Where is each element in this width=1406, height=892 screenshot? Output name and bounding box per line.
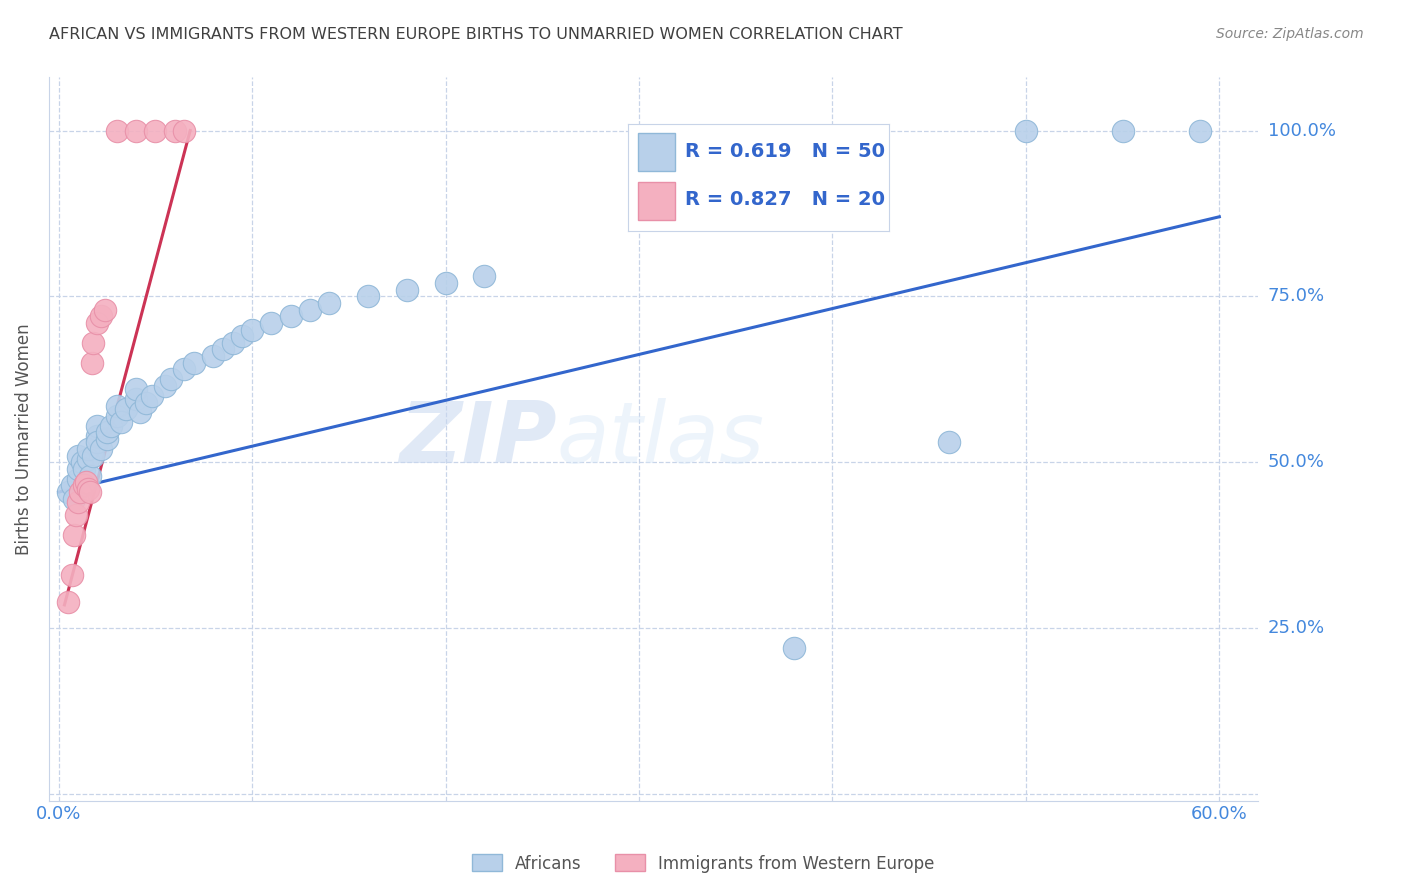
- Text: 75.0%: 75.0%: [1268, 287, 1324, 305]
- Y-axis label: Births to Unmarried Women: Births to Unmarried Women: [15, 323, 32, 555]
- Point: [141, 389, 163, 403]
- Point: [105, 409, 128, 423]
- Point: [135, 395, 157, 409]
- Point: [125, 382, 148, 396]
- Point: [76, 482, 98, 496]
- Point: [145, 123, 167, 137]
- Point: [100, 418, 122, 433]
- Point: [63, 491, 86, 506]
- Text: Source: ZipAtlas.com: Source: ZipAtlas.com: [1216, 27, 1364, 41]
- Point: [65, 508, 87, 523]
- Point: [66, 472, 89, 486]
- Point: [472, 269, 495, 284]
- Text: 25.0%: 25.0%: [1268, 619, 1324, 637]
- Legend: Africans, Immigrants from Western Europe: Africans, Immigrants from Western Europe: [465, 847, 941, 880]
- Point: [105, 399, 128, 413]
- Point: [76, 442, 98, 456]
- Point: [125, 392, 148, 407]
- Point: [69, 485, 91, 500]
- Point: [212, 343, 235, 357]
- Point: [86, 316, 108, 330]
- Point: [58, 594, 80, 608]
- Point: [79, 485, 101, 500]
- Point: [110, 416, 132, 430]
- Point: [280, 310, 302, 324]
- Text: atlas: atlas: [557, 398, 765, 481]
- Point: [128, 405, 150, 419]
- Point: [1111, 123, 1133, 137]
- FancyBboxPatch shape: [638, 182, 675, 220]
- Point: [70, 455, 93, 469]
- Point: [96, 425, 118, 440]
- Point: [160, 372, 183, 386]
- Point: [66, 462, 89, 476]
- Text: 50.0%: 50.0%: [1268, 453, 1324, 471]
- Point: [125, 123, 148, 137]
- Point: [183, 356, 205, 370]
- Point: [173, 123, 195, 137]
- Point: [434, 276, 457, 290]
- Point: [318, 296, 340, 310]
- Point: [240, 322, 263, 336]
- Point: [260, 316, 283, 330]
- Point: [173, 362, 195, 376]
- Point: [96, 432, 118, 446]
- Point: [105, 123, 128, 137]
- Point: [299, 302, 322, 317]
- Point: [80, 356, 103, 370]
- Point: [202, 349, 225, 363]
- Point: [395, 283, 418, 297]
- Point: [94, 302, 117, 317]
- Point: [222, 335, 245, 350]
- Point: [76, 451, 98, 466]
- Point: [1188, 123, 1211, 137]
- Point: [783, 640, 806, 655]
- Point: [66, 449, 89, 463]
- Text: R = 0.827   N = 20: R = 0.827 N = 20: [686, 190, 886, 209]
- Point: [63, 528, 86, 542]
- Point: [75, 475, 97, 490]
- Point: [938, 435, 960, 450]
- Point: [86, 428, 108, 442]
- Point: [86, 418, 108, 433]
- Text: 100.0%: 100.0%: [1268, 121, 1336, 139]
- Text: R = 0.619   N = 50: R = 0.619 N = 50: [686, 142, 886, 161]
- Point: [231, 329, 253, 343]
- Point: [86, 435, 108, 450]
- Point: [82, 335, 104, 350]
- Point: [90, 310, 112, 324]
- Point: [79, 468, 101, 483]
- Text: AFRICAN VS IMMIGRANTS FROM WESTERN EUROPE BIRTHS TO UNMARRIED WOMEN CORRELATION : AFRICAN VS IMMIGRANTS FROM WESTERN EUROP…: [49, 27, 903, 42]
- Point: [153, 379, 176, 393]
- Point: [115, 402, 138, 417]
- Text: ZIP: ZIP: [399, 398, 557, 481]
- Point: [163, 123, 186, 137]
- Point: [90, 442, 112, 456]
- Point: [357, 289, 380, 303]
- Point: [60, 478, 83, 492]
- Point: [58, 485, 80, 500]
- Point: [1015, 123, 1038, 137]
- Point: [60, 568, 83, 582]
- FancyBboxPatch shape: [638, 133, 675, 171]
- Point: [66, 495, 89, 509]
- Point: [82, 449, 104, 463]
- Point: [73, 462, 96, 476]
- Point: [73, 478, 96, 492]
